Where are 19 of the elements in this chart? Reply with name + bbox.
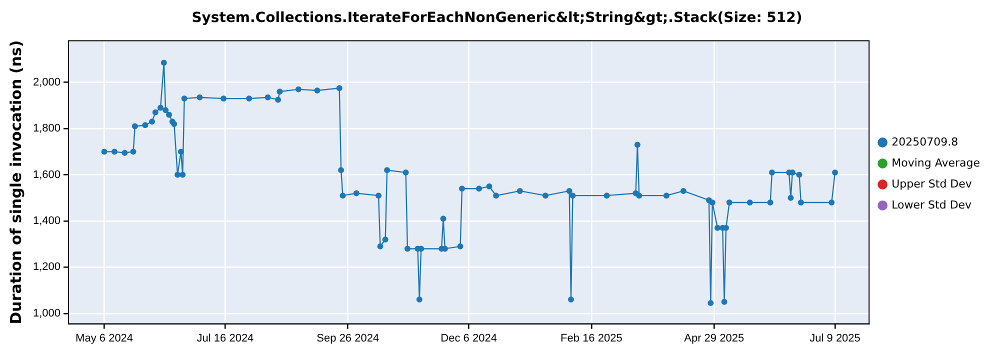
y-tick-label: 2,000 [32, 76, 61, 88]
chart-title: System.Collections.IterateForEachNonGeneric&lt;String&gt;.Stack(Size: 512) [192, 10, 802, 26]
x-tick-label: Feb 16 2025 [560, 332, 622, 344]
y-tick-label: 1,000 [32, 307, 61, 320]
x-tick-label: May 6 2024 [76, 332, 134, 344]
x-tick-label: Dec 6 2024 [440, 332, 497, 344]
y-tick-label: 1,600 [32, 168, 61, 181]
legend-label: Moving Average [892, 156, 980, 170]
legend-label: Lower Std Dev [892, 198, 972, 212]
x-tick-label: Apr 29 2025 [684, 332, 744, 344]
legend-label: 20250709.8 [892, 135, 958, 148]
x-tick-label: Sep 26 2024 [316, 332, 380, 344]
y-tick-label: 1,200 [32, 261, 61, 274]
y-axis-title: Duration of single invocation (ns) [6, 40, 25, 324]
x-tick-label: Jul 16 2024 [196, 332, 254, 344]
legend-label: Upper Std Dev [892, 177, 972, 190]
y-tick-label: 1,400 [32, 215, 61, 228]
x-tick-label: Jul 9 2025 [810, 332, 860, 344]
y-tick-label: 1,800 [32, 122, 61, 135]
